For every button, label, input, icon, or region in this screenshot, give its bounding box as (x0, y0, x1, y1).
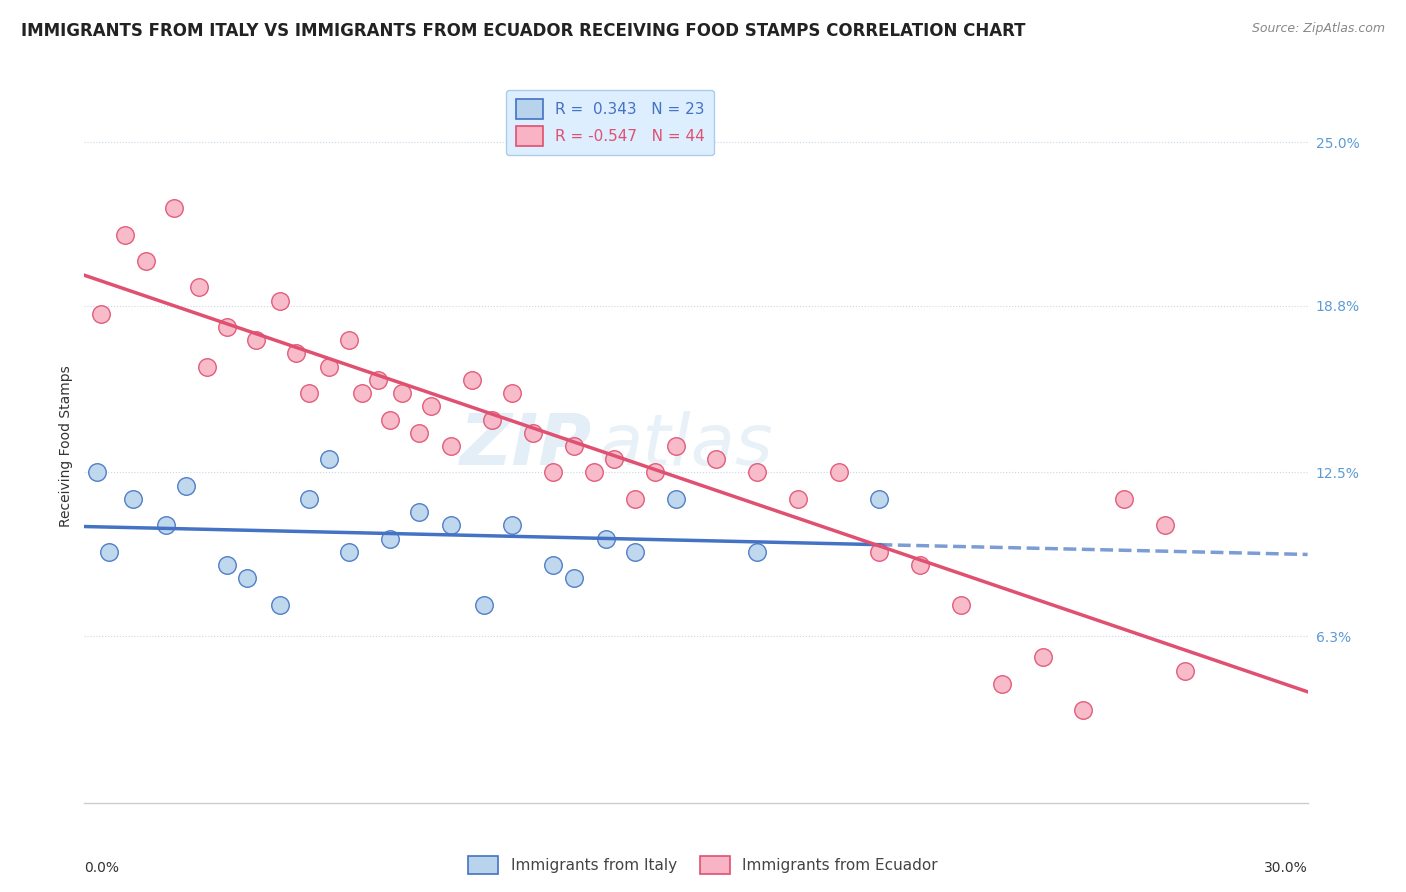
Point (595, 532, 617, 546)
Point (135, 254, 157, 268)
Point (339, 545, 361, 559)
Point (391, 386, 413, 401)
Point (747, 545, 769, 559)
Point (298, 386, 321, 401)
Point (90, 307, 112, 321)
Point (217, 320, 239, 334)
Point (562, 439, 585, 453)
Point (367, 373, 389, 387)
Point (603, 452, 626, 467)
Point (1073, 703, 1095, 717)
Point (339, 333, 361, 347)
Point (747, 466, 769, 480)
Point (236, 571, 259, 585)
Point (408, 425, 430, 440)
Point (665, 439, 688, 453)
Point (217, 558, 239, 572)
Point (380, 532, 402, 546)
Legend: Immigrants from Italy, Immigrants from Ecuador: Immigrants from Italy, Immigrants from E… (461, 850, 945, 880)
Point (163, 201, 186, 215)
Point (195, 359, 218, 374)
Point (97, 545, 120, 559)
Point (624, 491, 647, 506)
Point (522, 425, 544, 440)
Point (828, 466, 851, 480)
Text: Source: ZipAtlas.com: Source: ZipAtlas.com (1251, 22, 1385, 36)
Point (991, 677, 1014, 691)
Point (420, 400, 443, 414)
Point (950, 598, 973, 612)
Point (187, 280, 209, 294)
Point (440, 518, 463, 533)
Point (122, 491, 145, 506)
Point (869, 545, 891, 559)
Point (481, 412, 503, 426)
Point (583, 466, 606, 480)
Point (269, 293, 291, 308)
Point (543, 558, 565, 572)
Point (318, 359, 340, 374)
Text: 0.0%: 0.0% (84, 861, 120, 875)
Point (787, 491, 810, 506)
Text: IMMIGRANTS FROM ITALY VS IMMIGRANTS FROM ECUADOR RECEIVING FOOD STAMPS CORRELATI: IMMIGRANTS FROM ITALY VS IMMIGRANTS FROM… (21, 22, 1025, 40)
Point (350, 386, 373, 401)
Point (86, 466, 108, 480)
Point (174, 478, 197, 492)
Point (644, 466, 666, 480)
Point (562, 571, 585, 585)
Point (298, 491, 321, 506)
Text: 30.0%: 30.0% (1264, 861, 1308, 875)
Point (408, 505, 430, 519)
Point (502, 386, 524, 401)
Point (380, 412, 402, 426)
Point (1154, 518, 1177, 533)
Point (624, 545, 647, 559)
Point (1174, 664, 1197, 678)
Text: ZIP: ZIP (460, 411, 592, 481)
Point (1114, 491, 1136, 506)
Point (461, 373, 484, 387)
Legend: R =  0.343   N = 23, R = -0.547   N = 44: R = 0.343 N = 23, R = -0.547 N = 44 (506, 90, 714, 155)
Text: atlas: atlas (598, 411, 773, 481)
Point (910, 558, 932, 572)
Point (114, 227, 136, 242)
Point (245, 333, 267, 347)
Point (543, 466, 565, 480)
Point (706, 452, 728, 467)
Y-axis label: Receiving Food Stamps: Receiving Food Stamps (59, 365, 73, 527)
Point (502, 518, 524, 533)
Point (440, 439, 463, 453)
Point (155, 518, 177, 533)
Point (869, 491, 891, 506)
Point (318, 452, 340, 467)
Point (472, 598, 495, 612)
Point (1032, 650, 1054, 665)
Point (285, 346, 308, 360)
Point (269, 598, 291, 612)
Point (665, 491, 688, 506)
